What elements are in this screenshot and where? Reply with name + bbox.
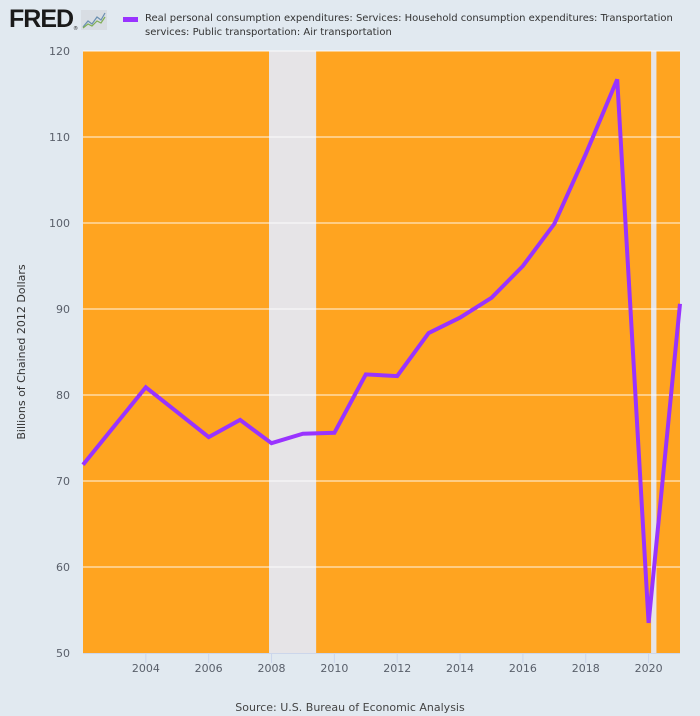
- x-tick-label: 2020: [635, 662, 663, 675]
- plot-area: [83, 51, 680, 653]
- y-tick-label: 100: [49, 217, 70, 230]
- header: FRED ® Real personal consumption expendi…: [0, 0, 700, 46]
- x-tick-label: 2004: [132, 662, 160, 675]
- x-tick-label: 2014: [446, 662, 474, 675]
- source-note: Source: U.S. Bureau of Economic Analysis: [235, 701, 465, 714]
- x-tick-label: 2008: [258, 662, 286, 675]
- y-tick-label: 50: [56, 647, 70, 660]
- logo-registered-mark: ®: [73, 26, 79, 32]
- y-tick-label: 60: [56, 561, 70, 574]
- line-chart: 50 60 70 80 90 100 110 120 2004 2006 2008 2010 2012…: [15, 45, 682, 675]
- x-tick-label: 2006: [195, 662, 223, 675]
- x-tick-label: 2018: [572, 662, 600, 675]
- logo-text: FRED: [9, 5, 74, 33]
- legend-swatch: [123, 17, 138, 22]
- series-line: [81, 78, 682, 624]
- chart-legend: Real personal consumption expenditures: …: [123, 12, 700, 40]
- y-tick-label: 110: [49, 131, 70, 144]
- y-tick-label: 120: [49, 45, 70, 58]
- x-tick-label: 2010: [320, 662, 348, 675]
- y-tick-label: 70: [56, 475, 70, 488]
- x-tick-label: 2012: [383, 662, 411, 675]
- y-tick-label: 90: [56, 303, 70, 316]
- y-tick-label: 80: [56, 389, 70, 402]
- legend-series-label: Real personal consumption expenditures: …: [145, 13, 673, 38]
- fred-logo[interactable]: FRED ®: [9, 5, 108, 33]
- line-graph-icon: [81, 9, 108, 30]
- recession-shading: [269, 51, 317, 653]
- recession-shading: [651, 51, 657, 653]
- x-tick-label: 2016: [509, 662, 537, 675]
- y-axis-title: Billions of Chained 2012 Dollars: [15, 264, 28, 440]
